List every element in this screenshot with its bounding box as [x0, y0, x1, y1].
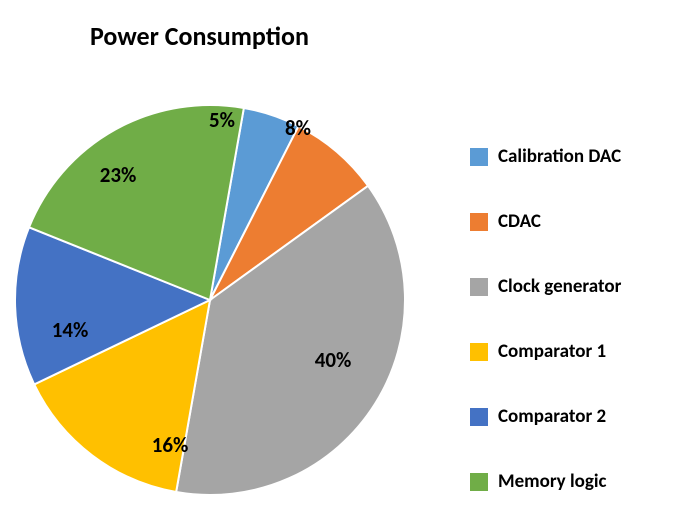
legend-item: Comparator 1 — [470, 340, 621, 363]
legend-item: CDAC — [470, 210, 621, 233]
slice-label: 40% — [315, 347, 352, 373]
slice-label: 8% — [285, 115, 311, 141]
legend-swatch — [470, 343, 488, 361]
slice-label: 16% — [152, 432, 189, 458]
legend-label: Comparator 1 — [498, 340, 606, 363]
legend-label: Comparator 2 — [498, 405, 606, 428]
legend-swatch — [470, 213, 488, 231]
legend-label: CDAC — [498, 210, 541, 233]
legend-label: Memory logic — [498, 470, 606, 493]
legend-swatch — [470, 278, 488, 296]
legend-swatch — [470, 473, 488, 491]
slice-label: 23% — [100, 162, 137, 188]
legend-item: Memory logic — [470, 470, 621, 493]
legend-item: Comparator 2 — [470, 405, 621, 428]
legend-label: Clock generator — [498, 275, 621, 298]
legend-item: Clock generator — [470, 275, 621, 298]
legend: Calibration DAC CDAC Clock generator Compar… — [470, 145, 621, 493]
legend-item: Calibration DAC — [470, 145, 621, 168]
slice-label: 14% — [52, 317, 89, 343]
legend-swatch — [470, 148, 488, 166]
legend-label: Calibration DAC — [498, 145, 621, 168]
chart-container: Power Consumption 5%8%40%16%14%23% Calib… — [0, 0, 685, 502]
slice-label: 5% — [209, 107, 235, 133]
legend-swatch — [470, 408, 488, 426]
